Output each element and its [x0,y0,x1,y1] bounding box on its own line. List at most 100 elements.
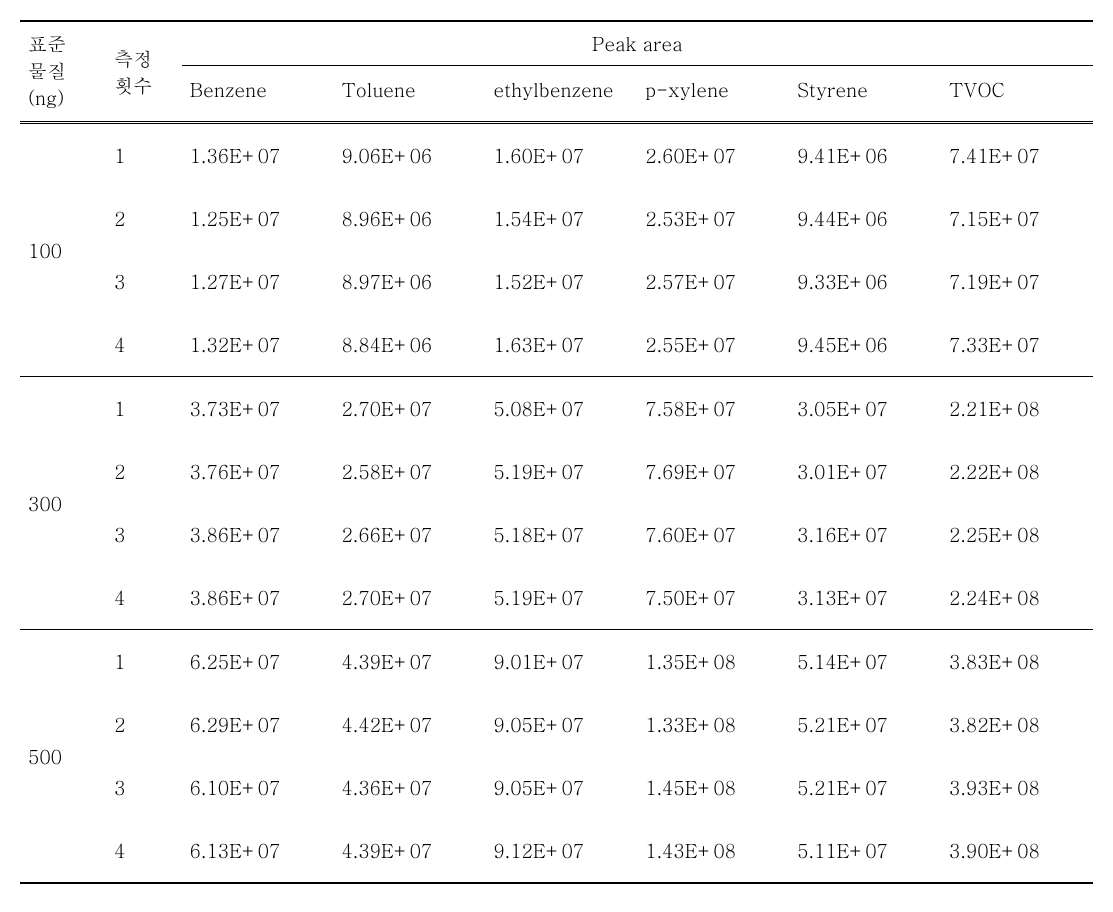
data-cell: 2.55E+07 [637,313,789,377]
data-cell: 8.96E+06 [333,187,485,250]
data-cell: 4.42E+07 [333,693,485,756]
group-label: 500 [20,630,106,884]
data-cell: 2.24E+08 [941,566,1093,630]
data-cell: 2.58E+07 [333,440,485,503]
data-cell: 3.82E+08 [941,693,1093,756]
header-toluene: Toluene [333,66,485,123]
data-cell: 2.21E+08 [941,377,1093,441]
measurement-count-cell: 4 [106,819,181,883]
data-cell: 1.25E+07 [182,187,334,250]
data-cell: 7.19E+07 [941,250,1093,313]
data-cell: 9.05E+07 [485,693,637,756]
data-cell: 2.60E+07 [637,123,789,188]
data-cell: 7.60E+07 [637,503,789,566]
data-cell: 3.83E+08 [941,630,1093,694]
data-cell: 1.32E+07 [182,313,334,377]
data-cell: 2.25E+08 [941,503,1093,566]
data-cell: 5.19E+07 [485,566,637,630]
data-cell: 2.22E+08 [941,440,1093,503]
data-cell: 5.08E+07 [485,377,637,441]
data-cell: 1.54E+07 [485,187,637,250]
header-styrene: Styrene [789,66,941,123]
measurement-count-cell: 4 [106,313,181,377]
data-cell: 3.86E+07 [182,503,334,566]
data-cell: 9.01E+07 [485,630,637,694]
data-cell: 5.21E+07 [789,693,941,756]
measurement-count-cell: 2 [106,440,181,503]
measurement-count-cell: 3 [106,250,181,313]
data-cell: 7.69E+07 [637,440,789,503]
group-label: 100 [20,123,106,377]
group-label: 300 [20,377,106,630]
table-row: 41.32E+078.84E+061.63E+072.55E+079.45E+0… [20,313,1093,377]
measurement-count-cell: 1 [106,630,181,694]
header-tvoc: TVOC [941,66,1093,123]
table-row: 46.13E+074.39E+079.12E+071.43E+085.11E+0… [20,819,1093,883]
header-peak-area: Peak area [182,21,1093,66]
measurement-count-cell: 3 [106,503,181,566]
data-cell: 1.45E+08 [637,756,789,819]
data-cell: 3.76E+07 [182,440,334,503]
data-cell: 9.41E+06 [789,123,941,188]
table-row: 33.86E+072.66E+075.18E+077.60E+073.16E+0… [20,503,1093,566]
data-cell: 4.39E+07 [333,630,485,694]
measurement-count-cell: 4 [106,566,181,630]
table-row: 26.29E+074.42E+079.05E+071.33E+085.21E+0… [20,693,1093,756]
data-cell: 6.29E+07 [182,693,334,756]
data-cell: 5.14E+07 [789,630,941,694]
data-cell: 3.05E+07 [789,377,941,441]
data-cell: 1.36E+07 [182,123,334,188]
data-cell: 7.50E+07 [637,566,789,630]
data-cell: 9.06E+06 [333,123,485,188]
table-header: 표준 물질 (ng) 측정 횟수 Peak area Benzene Tolue… [20,21,1093,123]
data-cell: 9.44E+06 [789,187,941,250]
data-cell: 1.33E+08 [637,693,789,756]
data-cell: 2.70E+07 [333,566,485,630]
table-row: 10011.36E+079.06E+061.60E+072.60E+079.41… [20,123,1093,188]
data-cell: 1.60E+07 [485,123,637,188]
data-cell: 3.01E+07 [789,440,941,503]
data-cell: 5.21E+07 [789,756,941,819]
data-cell: 9.12E+07 [485,819,637,883]
data-cell: 6.13E+07 [182,819,334,883]
data-cell: 1.27E+07 [182,250,334,313]
table-row: 50016.25E+074.39E+079.01E+071.35E+085.14… [20,630,1093,694]
data-cell: 7.33E+07 [941,313,1093,377]
measurement-count-cell: 3 [106,756,181,819]
data-cell: 3.16E+07 [789,503,941,566]
data-cell: 6.25E+07 [182,630,334,694]
measurement-count-cell: 2 [106,187,181,250]
table-row: 31.27E+078.97E+061.52E+072.57E+079.33E+0… [20,250,1093,313]
data-cell: 6.10E+07 [182,756,334,819]
data-cell: 1.43E+08 [637,819,789,883]
peak-area-table: 표준 물질 (ng) 측정 횟수 Peak area Benzene Tolue… [20,20,1093,884]
table-row: 30013.73E+072.70E+075.08E+077.58E+073.05… [20,377,1093,441]
data-cell: 2.66E+07 [333,503,485,566]
data-cell: 8.97E+06 [333,250,485,313]
table-row: 23.76E+072.58E+075.19E+077.69E+073.01E+0… [20,440,1093,503]
table-body: 10011.36E+079.06E+061.60E+072.60E+079.41… [20,123,1093,884]
table-row: 21.25E+078.96E+061.54E+072.53E+079.44E+0… [20,187,1093,250]
data-cell: 5.18E+07 [485,503,637,566]
data-cell: 5.11E+07 [789,819,941,883]
data-cell: 1.52E+07 [485,250,637,313]
data-cell: 3.90E+08 [941,819,1093,883]
data-cell: 2.70E+07 [333,377,485,441]
data-cell: 9.45E+06 [789,313,941,377]
data-cell: 9.33E+06 [789,250,941,313]
data-cell: 4.36E+07 [333,756,485,819]
data-cell: 3.86E+07 [182,566,334,630]
measurement-count-cell: 1 [106,377,181,441]
header-benzene: Benzene [182,66,334,123]
data-cell: 2.57E+07 [637,250,789,313]
header-standard-material: 표준 물질 (ng) [20,21,106,123]
data-cell: 3.93E+08 [941,756,1093,819]
header-p-xylene: p-xylene [637,66,789,123]
table-row: 43.86E+072.70E+075.19E+077.50E+073.13E+0… [20,566,1093,630]
data-cell: 3.13E+07 [789,566,941,630]
header-measurement-count: 측정 횟수 [106,21,181,123]
measurement-count-cell: 1 [106,123,181,188]
table-row: 36.10E+074.36E+079.05E+071.45E+085.21E+0… [20,756,1093,819]
data-cell: 9.05E+07 [485,756,637,819]
data-cell: 7.58E+07 [637,377,789,441]
